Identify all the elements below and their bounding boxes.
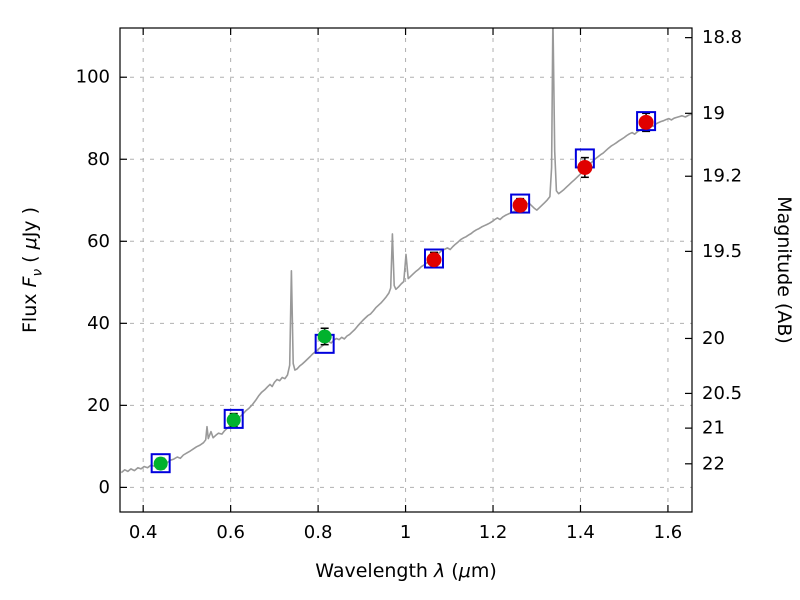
model-photometry-marker [423, 248, 444, 269]
grid [120, 28, 692, 512]
observed-photometry-optical-marker [226, 413, 241, 428]
magnitude-tick-label: 22 [702, 453, 725, 474]
model-photometry-marker [636, 111, 657, 132]
x-tick-label: 1 [400, 522, 411, 543]
magnitude-tick-label: 21 [702, 418, 725, 439]
observed-photometry-nir-marker [512, 197, 528, 213]
observed-photometry-nir-marker [426, 252, 442, 268]
observed-photometry-optical-marker [317, 329, 332, 344]
magnitude-tick-label: 19.5 [702, 241, 742, 262]
x-tick-label: 0.6 [216, 522, 245, 543]
y-tick-label-left: 100 [76, 67, 110, 88]
x-axis-title: Wavelength λ (μm) [315, 560, 496, 582]
y-tick-label-left: 0 [99, 477, 110, 498]
spectrum-line [120, 28, 692, 474]
plot-content [120, 28, 692, 474]
magnitude-tick-label: 19 [702, 103, 725, 124]
y-tick-label-left: 60 [87, 231, 110, 252]
observed-photometry-optical-marker [153, 456, 168, 471]
x-tick-label: 1.6 [654, 522, 683, 543]
x-tick-label: 0.8 [304, 522, 333, 543]
magnitude-tick-label: 20 [702, 328, 725, 349]
magnitude-tick-label: 18.8 [702, 27, 742, 48]
model-photometry-marker [150, 453, 171, 474]
observed-photometry-nir-marker [577, 159, 593, 175]
y-axis-title-left: Flux Fν ( μJy ) [19, 207, 45, 333]
axis-ticks [120, 28, 692, 512]
x-tick-label: 1.2 [479, 522, 508, 543]
y-tick-label-left: 40 [87, 313, 110, 334]
y-axis-title-right: Magnitude (AB) [773, 196, 795, 344]
magnitude-tick-label: 19.2 [702, 166, 742, 187]
observed-photometry-nir-marker [638, 114, 654, 130]
x-tick-label: 0.4 [129, 522, 158, 543]
magnitude-tick-label: 20.5 [702, 383, 742, 404]
y-tick-label-left: 80 [87, 149, 110, 170]
x-tick-label: 1.4 [566, 522, 595, 543]
y-tick-label-left: 20 [87, 395, 110, 416]
model-photometry-marker [223, 408, 244, 429]
